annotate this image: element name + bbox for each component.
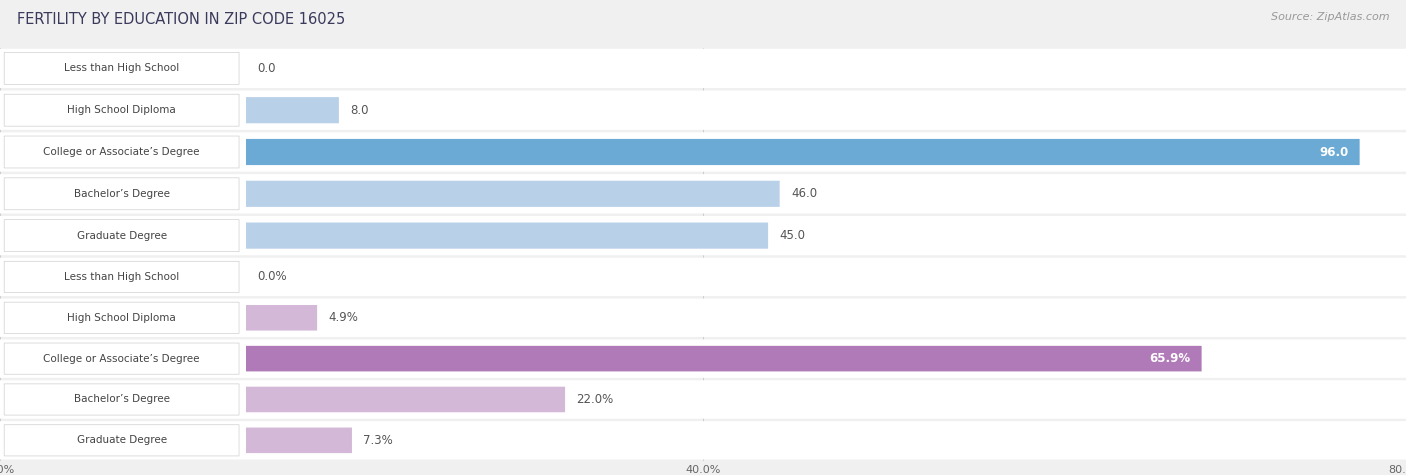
FancyBboxPatch shape: [0, 340, 1406, 378]
FancyBboxPatch shape: [4, 178, 239, 210]
FancyBboxPatch shape: [4, 261, 239, 293]
FancyBboxPatch shape: [246, 180, 780, 207]
Text: High School Diploma: High School Diploma: [67, 313, 176, 323]
Text: High School Diploma: High School Diploma: [67, 105, 176, 115]
FancyBboxPatch shape: [0, 421, 1406, 459]
Text: 96.0: 96.0: [1319, 145, 1348, 159]
FancyBboxPatch shape: [246, 428, 352, 453]
Text: Source: ZipAtlas.com: Source: ZipAtlas.com: [1271, 12, 1389, 22]
FancyBboxPatch shape: [0, 174, 1406, 213]
Text: 22.0%: 22.0%: [576, 393, 613, 406]
Text: Bachelor’s Degree: Bachelor’s Degree: [73, 394, 170, 405]
Text: College or Associate’s Degree: College or Associate’s Degree: [44, 147, 200, 157]
FancyBboxPatch shape: [0, 133, 1406, 171]
Text: Less than High School: Less than High School: [65, 272, 179, 282]
Text: FERTILITY BY EDUCATION IN ZIP CODE 16025: FERTILITY BY EDUCATION IN ZIP CODE 16025: [17, 12, 344, 27]
FancyBboxPatch shape: [4, 425, 239, 456]
FancyBboxPatch shape: [0, 49, 1406, 88]
Text: 65.9%: 65.9%: [1149, 352, 1191, 365]
FancyBboxPatch shape: [0, 216, 1406, 255]
FancyBboxPatch shape: [0, 258, 1406, 296]
Text: Graduate Degree: Graduate Degree: [76, 435, 167, 446]
FancyBboxPatch shape: [0, 91, 1406, 130]
FancyBboxPatch shape: [4, 94, 239, 126]
FancyBboxPatch shape: [0, 380, 1406, 418]
FancyBboxPatch shape: [246, 346, 1202, 371]
FancyBboxPatch shape: [4, 136, 239, 168]
FancyBboxPatch shape: [4, 384, 239, 415]
FancyBboxPatch shape: [4, 343, 239, 374]
Text: 0.0%: 0.0%: [257, 270, 287, 284]
Text: 0.0: 0.0: [257, 62, 276, 75]
FancyBboxPatch shape: [4, 219, 239, 252]
FancyBboxPatch shape: [0, 299, 1406, 337]
Text: Less than High School: Less than High School: [65, 63, 179, 74]
FancyBboxPatch shape: [246, 387, 565, 412]
Text: 4.9%: 4.9%: [329, 311, 359, 324]
FancyBboxPatch shape: [246, 97, 339, 124]
Text: 7.3%: 7.3%: [363, 434, 392, 447]
Text: 46.0: 46.0: [790, 187, 817, 200]
FancyBboxPatch shape: [4, 302, 239, 333]
Text: 45.0: 45.0: [779, 229, 806, 242]
FancyBboxPatch shape: [4, 52, 239, 85]
FancyBboxPatch shape: [246, 222, 768, 249]
FancyBboxPatch shape: [246, 139, 1360, 165]
Text: College or Associate’s Degree: College or Associate’s Degree: [44, 353, 200, 364]
Text: 8.0: 8.0: [350, 104, 368, 117]
Text: Graduate Degree: Graduate Degree: [76, 230, 167, 241]
Text: Bachelor’s Degree: Bachelor’s Degree: [73, 189, 170, 199]
FancyBboxPatch shape: [246, 305, 318, 331]
